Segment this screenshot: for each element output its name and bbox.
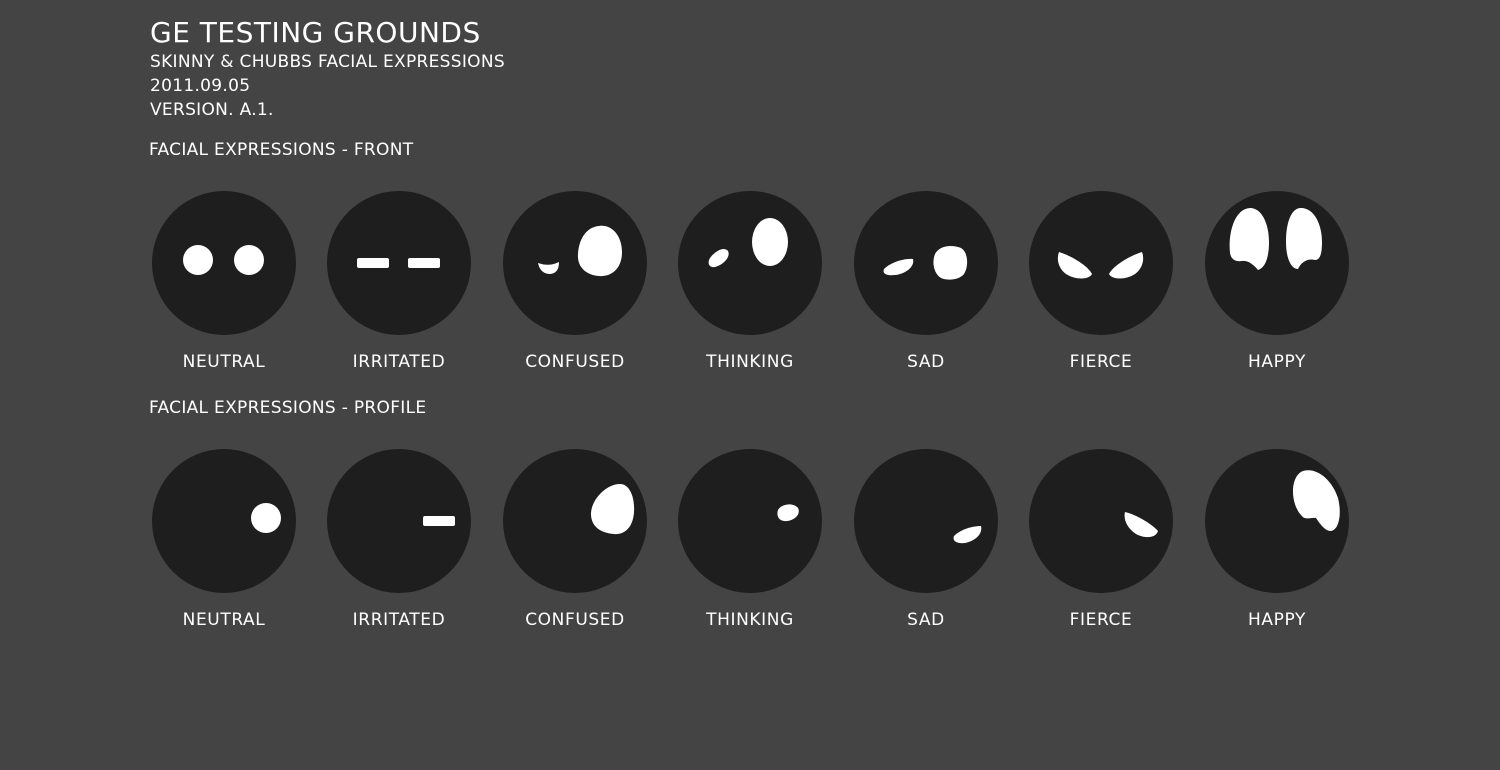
face-item: IRRITATED bbox=[311, 448, 487, 632]
face-item: NEUTRAL bbox=[136, 448, 312, 632]
face-item: FIERCE bbox=[1013, 448, 1189, 632]
section-label-profile: FACIAL EXPRESSIONS - PROFILE bbox=[149, 398, 427, 418]
face-caption: CONFUSED bbox=[525, 352, 625, 372]
face-caption: SAD bbox=[907, 610, 945, 630]
confused-profile-face-icon bbox=[503, 449, 647, 593]
page-date: 2011.09.05 bbox=[150, 76, 251, 96]
face-caption: FIERCE bbox=[1069, 352, 1133, 372]
thinking-profile-face-icon bbox=[678, 449, 822, 593]
face-item: SAD bbox=[838, 190, 1014, 374]
face-caption: NEUTRAL bbox=[182, 610, 266, 630]
face-item: NEUTRAL bbox=[136, 190, 312, 374]
face-caption: NEUTRAL bbox=[182, 352, 266, 372]
irritated-front-face-icon bbox=[327, 191, 471, 335]
neutral-front-face-icon bbox=[152, 191, 296, 335]
fierce-profile-face-icon bbox=[1029, 449, 1173, 593]
confused-front-face-icon bbox=[503, 191, 647, 335]
irritated-profile-face-icon bbox=[327, 449, 471, 593]
profile-expressions-row: NEUTRAL IRRITATED CONFUSED THINKING SAD bbox=[0, 448, 1500, 648]
face-caption: IRRITATED bbox=[352, 610, 446, 630]
face-caption: THINKING bbox=[706, 352, 794, 372]
fierce-front-face-icon bbox=[1029, 191, 1173, 335]
face-item: HAPPY bbox=[1189, 190, 1365, 374]
page-header: GE TESTING GROUNDS SKINNY & CHUBBS FACIA… bbox=[150, 16, 505, 122]
happy-front-face-icon bbox=[1205, 191, 1349, 335]
face-item: THINKING bbox=[662, 190, 838, 374]
happy-profile-face-icon bbox=[1205, 449, 1349, 593]
section-label-front: FACIAL EXPRESSIONS - FRONT bbox=[149, 140, 414, 160]
face-caption: HAPPY bbox=[1248, 610, 1306, 630]
page-version: VERSION. A.1. bbox=[150, 100, 274, 120]
page-title: GE TESTING GROUNDS bbox=[150, 16, 481, 49]
face-item: IRRITATED bbox=[311, 190, 487, 374]
front-expressions-row: NEUTRAL IRRITATED CONFUSED THINKING bbox=[0, 190, 1500, 390]
neutral-profile-face-icon bbox=[152, 449, 296, 593]
sad-profile-face-icon bbox=[854, 449, 998, 593]
face-item: CONFUSED bbox=[487, 448, 663, 632]
face-caption: FIERCE bbox=[1069, 610, 1133, 630]
face-item: HAPPY bbox=[1189, 448, 1365, 632]
face-caption: HAPPY bbox=[1248, 352, 1306, 372]
sad-front-face-icon bbox=[854, 191, 998, 335]
face-item: CONFUSED bbox=[487, 190, 663, 374]
face-caption: IRRITATED bbox=[352, 352, 446, 372]
face-caption: SAD bbox=[907, 352, 945, 372]
face-item: FIERCE bbox=[1013, 190, 1189, 374]
face-caption: CONFUSED bbox=[525, 610, 625, 630]
thinking-front-face-icon bbox=[678, 191, 822, 335]
page-subtitle: SKINNY & CHUBBS FACIAL EXPRESSIONS bbox=[150, 52, 505, 72]
face-caption: THINKING bbox=[706, 610, 794, 630]
face-item: SAD bbox=[838, 448, 1014, 632]
face-item: THINKING bbox=[662, 448, 838, 632]
